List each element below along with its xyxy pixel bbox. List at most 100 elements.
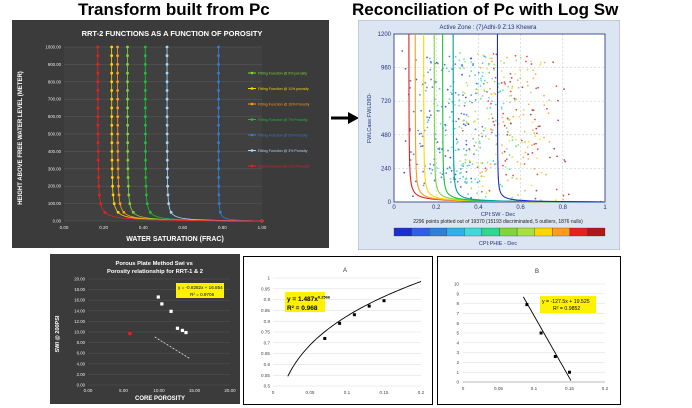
pc-logsw-point [489,166,492,169]
pc-logsw-point [494,103,497,106]
pc-logsw-point [439,171,442,174]
pc-logsw-point [505,158,508,161]
rrt2-legend-marker [250,102,254,106]
pc-logsw-point [444,129,447,132]
pc-logsw-point [522,109,525,111]
pc-logsw-chart: Active Zone : (7)Adhi-9 Z:13 Khewra 0 240… [358,20,620,250]
pc-logsw-point [539,63,541,66]
pc-logsw-point [470,196,472,199]
pc-logsw-point [514,73,517,75]
pc-logsw-point [546,107,548,110]
chart-a-xtick: 0 [272,390,275,395]
pc-logsw-point [526,80,529,83]
chart-b-xtick: 0.15 [565,386,574,391]
pc-logsw-point [491,131,493,134]
chart-b-xtick: 0.2 [602,386,609,391]
pc-logsw-point [484,167,487,170]
rrt2-title: RRT-2 FUNCTIONS AS A FUNCTION OF POROSIT… [82,29,263,38]
pc-logsw-point [484,127,487,130]
chart-b: B 0 1 2 3 4 5 6 7 8 9 10 0 0.05 0.1 0.15 0.2 y = -127.5… [437,256,621,405]
pc-logsw-point [474,178,477,181]
pc-logsw-point [456,180,459,183]
pc-logsw-point [531,144,533,147]
pc-logsw-point [527,103,530,106]
pc-logsw-point [533,132,536,134]
pc-logsw-point [468,148,471,151]
pc-logsw-point [479,97,482,100]
rrt2-marker [116,115,120,118]
pc-logsw-point [505,173,508,176]
pc-logsw-point [426,116,428,119]
pc-logsw-point [464,101,466,104]
chart-b-ytick: 8 [456,301,459,306]
pc-logsw-point [426,121,429,124]
pc-logsw-point [417,129,419,132]
rrt2-legend-label: Fitting Function @ 7% Porosity [258,118,308,122]
chart-a-xtick: 0.2 [418,390,425,395]
rrt2-legend-label: Fitting Function @ 3% Porosity [258,149,308,153]
rrt2-marker [217,97,220,101]
pc-logsw-point [475,82,478,85]
porous-plate-ytick: 12.00 [74,319,85,324]
rrt2-ytick: 300.00 [48,166,62,171]
chart-b-ytick: 0 [456,380,459,385]
rrt2-marker [165,115,169,118]
pc-logsw-point [412,195,414,198]
pc-logsw-colorbar-cell [516,227,535,237]
pc-logsw-point [507,85,509,88]
pc-logsw-point [401,50,404,52]
pc-logsw-point [538,125,541,128]
rrt2-marker [217,123,220,127]
pc-logsw-colorbar-cell [587,227,606,237]
rrt2-legend-label: Fitting Function @ 5% Porosity [258,133,308,137]
pc-logsw-point [530,60,532,63]
pc-logsw-point [476,166,479,169]
pc-logsw-xtick: 0 [392,205,396,211]
pc-logsw-point [545,173,547,176]
rrt2-marker [110,132,114,136]
rrt2-marker [117,193,121,197]
rrt2-marker [217,167,221,171]
rrt2-marker [126,63,129,66]
pc-logsw-point [455,142,458,145]
rrt2-marker [143,71,147,75]
pc-logsw-point [456,141,459,143]
rrt2-marker [126,71,129,75]
chart-a-eq-exp: 0.2566 [318,295,331,300]
rrt2-marker [126,106,129,110]
rrt2-marker [165,150,169,153]
pc-logsw-point [404,140,407,142]
rrt2-marker [116,167,120,171]
rrt2-legend-marker [250,133,254,137]
pc-logsw-point [421,145,424,147]
chart-a-xtick: 0.05 [306,390,315,395]
pc-logsw-point [480,79,483,82]
rrt2-marker [217,158,220,162]
pc-logsw-point [465,182,468,185]
pc-logsw-point [420,109,422,112]
rrt2-legend-marker [250,149,254,152]
pc-logsw-point [450,146,453,149]
pc-logsw-point [431,169,434,171]
pc-logsw-point [462,119,465,122]
rrt2-marker [217,63,220,66]
pc-logsw-point [404,67,407,70]
pc-logsw-point [501,152,504,155]
pc-logsw-point [467,193,469,196]
pc-logsw-point [508,168,511,171]
pc-logsw-curve [423,34,606,203]
pc-logsw-point [467,115,470,118]
rrt2-marker [99,202,103,206]
rrt2-marker [96,80,100,84]
porous-plate-ytick: 8.00 [77,340,86,345]
pc-logsw-point [409,79,412,82]
pc-logsw-point [457,148,460,151]
pc-logsw-point [474,99,477,101]
rrt2-legend-marker [250,164,254,168]
chart-a-border [243,256,433,405]
pc-logsw-point [465,153,468,156]
pc-logsw-point [465,139,468,142]
pc-logsw-point [489,106,492,109]
pc-logsw-point [522,113,525,116]
pc-logsw-point [470,177,473,180]
